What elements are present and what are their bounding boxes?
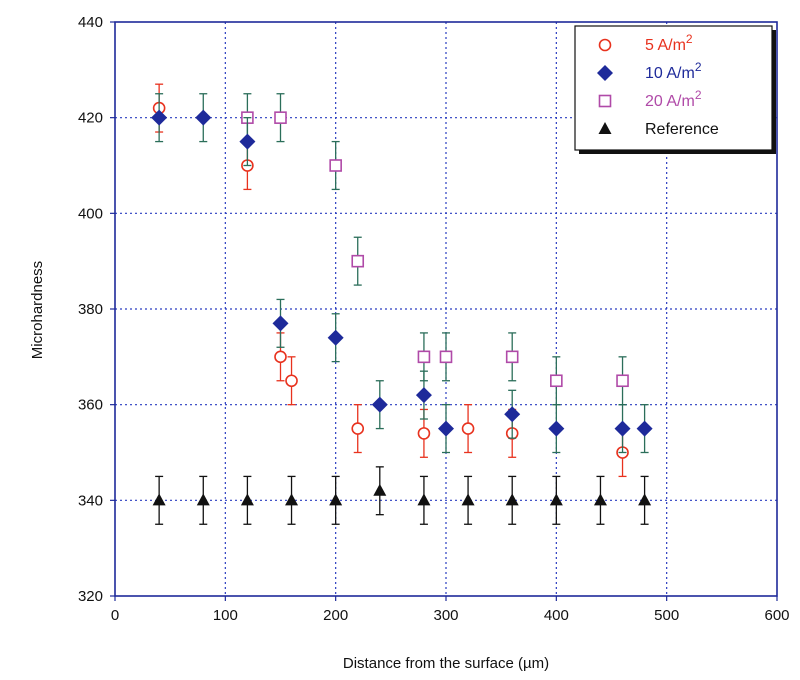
y-tick-label: 400	[78, 205, 103, 222]
legend-item: 10 A/m2	[597, 60, 702, 82]
data-point	[373, 483, 387, 496]
series-10-a-m2	[151, 93, 653, 454]
x-tick-label: 600	[764, 607, 789, 624]
data-point	[638, 493, 652, 506]
legend-marker	[598, 122, 612, 134]
y-tick-label: 440	[78, 14, 103, 31]
data-point	[616, 374, 629, 388]
x-tick-label: 200	[323, 607, 348, 624]
data-point	[239, 133, 256, 150]
legend-label-superscript: 2	[686, 32, 693, 46]
data-point	[461, 422, 475, 435]
data-point	[327, 329, 344, 346]
data-point	[351, 254, 365, 268]
y-tick-label: 320	[78, 588, 103, 605]
data-point	[417, 493, 431, 506]
y-tick-label: 420	[78, 110, 103, 127]
data-point	[417, 350, 431, 364]
x-axis-ticks: 0 100 200 300 400 500 600	[111, 596, 790, 624]
data-point	[461, 493, 475, 506]
legend-item: 20 A/m2	[598, 88, 702, 110]
data-point	[417, 427, 431, 440]
series-reference	[152, 466, 652, 525]
y-tick-label: 340	[78, 492, 103, 509]
legend-label: Reference	[645, 121, 719, 138]
series-20-a-m2	[241, 93, 629, 406]
x-tick-label: 400	[544, 607, 569, 624]
data-point	[274, 111, 287, 124]
data-point	[329, 159, 342, 172]
data-point	[274, 350, 287, 364]
data-point	[151, 109, 168, 126]
y-tick-label: 380	[78, 301, 103, 318]
x-tick-label: 0	[111, 607, 119, 624]
data-point	[351, 422, 365, 435]
data-point	[371, 396, 388, 413]
legend: 5 A/m2 10 A/m2 20 A/m2 Reference	[574, 25, 776, 154]
data-point	[240, 493, 254, 506]
legend-label-superscript: 2	[695, 88, 702, 102]
y-axis-ticks: 320 340 360 380 400 420 440	[78, 14, 115, 605]
x-axis-title: Distance from the surface (µm)	[343, 655, 549, 672]
legend-label: 10 A/m2	[645, 60, 702, 82]
data-point	[614, 420, 631, 437]
data-point	[152, 493, 166, 506]
data-point	[505, 350, 519, 364]
data-point	[549, 493, 563, 506]
legend-marker	[598, 94, 612, 108]
data-point	[550, 374, 563, 388]
data-point	[438, 420, 454, 437]
data-marks	[151, 83, 653, 525]
legend-item: 5 A/m2	[598, 32, 693, 54]
data-point	[439, 350, 453, 364]
grid-lines	[115, 22, 777, 596]
data-point	[195, 109, 212, 126]
data-point	[548, 420, 565, 437]
legend-label: 5 A/m2	[645, 32, 693, 54]
x-tick-label: 100	[213, 607, 238, 624]
legend-item: Reference	[598, 121, 719, 138]
data-point	[285, 493, 299, 506]
y-tick-label: 360	[78, 397, 103, 414]
data-point	[505, 493, 519, 506]
data-point	[593, 493, 607, 506]
data-point	[504, 406, 521, 423]
data-point	[272, 315, 289, 332]
legend-marker	[597, 65, 613, 81]
data-point	[636, 420, 653, 437]
legend-label: 20 A/m2	[645, 88, 702, 110]
legend-label-superscript: 2	[695, 60, 702, 74]
data-point	[415, 387, 432, 404]
data-point	[285, 374, 298, 388]
x-tick-label: 300	[433, 607, 458, 624]
data-point	[196, 493, 210, 506]
data-point	[329, 493, 343, 506]
x-tick-label: 500	[654, 607, 679, 624]
y-axis-title: Microhardness	[29, 261, 46, 359]
legend-marker	[598, 38, 612, 52]
